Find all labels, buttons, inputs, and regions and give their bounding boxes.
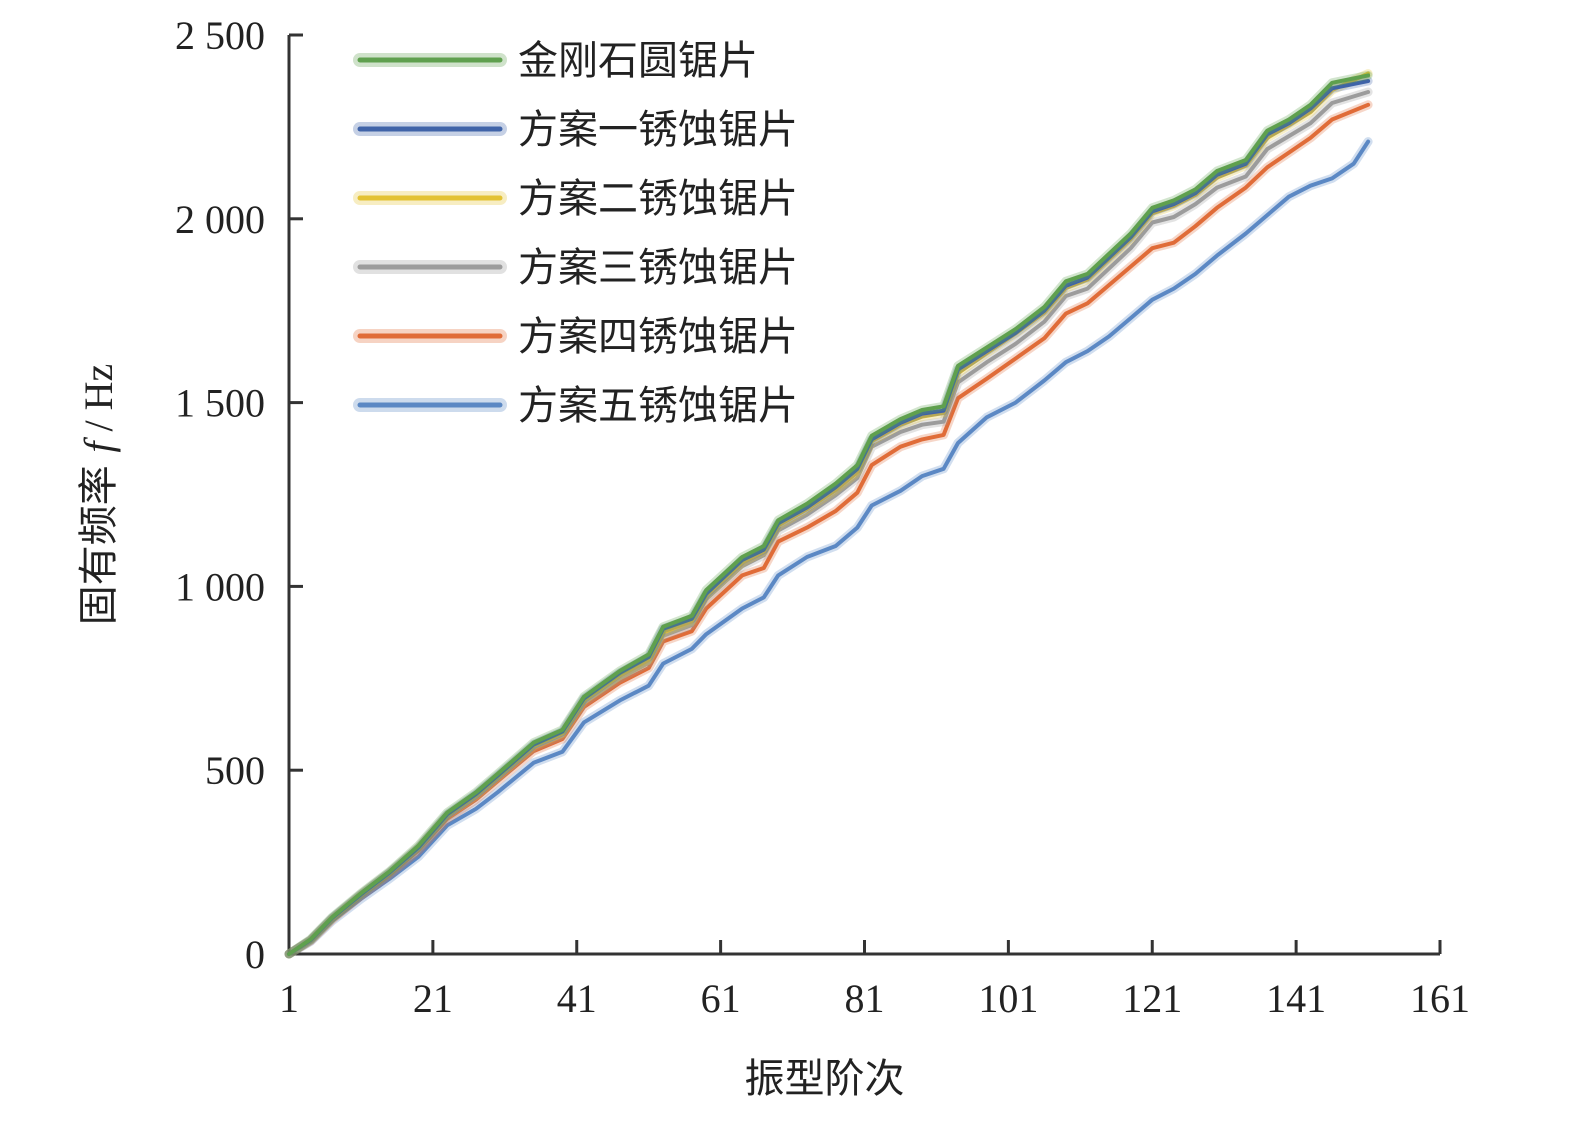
tick-marks: [287, 33, 1442, 956]
y-axis-title-prefix: 固有频率: [76, 453, 122, 626]
x-tick-label: 121: [1122, 976, 1182, 1021]
y-tick-label: 2 500: [175, 13, 265, 58]
legend-label: 方案一锈蚀锯片: [518, 107, 798, 153]
y-tick-label: 2 000: [175, 197, 265, 242]
series-lines: [284, 69, 1373, 959]
legend-label: 方案四锈蚀锯片: [518, 314, 798, 360]
series-line: [287, 102, 1371, 956]
x-axis-title: 振型阶次: [745, 1056, 905, 1102]
series-line: [287, 73, 1371, 956]
series-line: [287, 139, 1371, 956]
y-axis-title: 固有频率 f / Hz: [76, 364, 122, 626]
x-tick-label: 41: [557, 976, 597, 1021]
x-tick-label: 141: [1266, 976, 1326, 1021]
y-tick-label: 1 000: [175, 564, 265, 609]
x-tick-label: 101: [978, 976, 1038, 1021]
x-tick-label: 21: [413, 976, 453, 1021]
y-tick-label: 0: [245, 932, 265, 977]
y-tick-label: 500: [205, 748, 265, 793]
x-tick-label: 61: [701, 976, 741, 1021]
x-tick-label: 1: [279, 976, 299, 1021]
y-axis-title-unit: / Hz: [76, 364, 121, 442]
y-tick-label: 1 500: [175, 381, 265, 426]
legend-label: 方案二锈蚀锯片: [518, 176, 798, 222]
legend-label: 方案五锈蚀锯片: [518, 383, 798, 429]
x-tick-label: 81: [845, 976, 885, 1021]
legend-label: 金刚石圆锯片: [518, 38, 758, 84]
legend-label: 方案三锈蚀锯片: [518, 245, 798, 291]
legend: 金刚石圆锯片方案一锈蚀锯片方案二锈蚀锯片方案三锈蚀锯片方案四锈蚀锯片方案五锈蚀锯…: [353, 38, 798, 429]
x-tick-label: 161: [1410, 976, 1470, 1021]
